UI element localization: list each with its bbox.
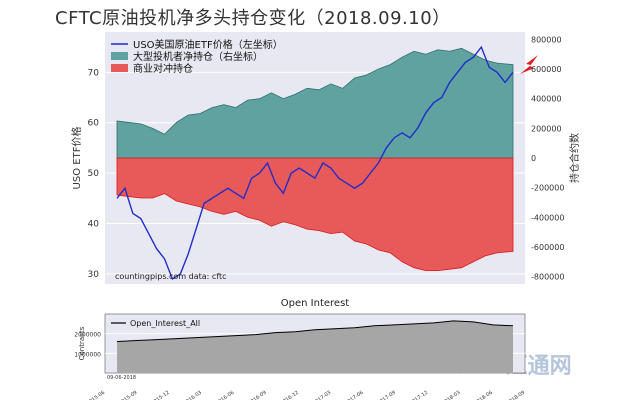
oi-xtick-label: 2016-06: [215, 390, 236, 400]
right-tick-label: -800000: [531, 273, 564, 282]
right-tick-label: 400000: [531, 95, 562, 104]
legend-label-commercial: 商业对冲持仓: [133, 62, 193, 75]
oi-xtick-label: 2016-03: [183, 390, 204, 400]
oi-xtick-label: 2017-06: [344, 390, 365, 400]
legend-swatch-commercial: [111, 64, 128, 72]
oi-area: [117, 320, 513, 373]
oi-xtick-label: 2016-09: [247, 390, 268, 400]
legend-label-speculator: 大型投机者净持仓（右坐标）: [133, 50, 263, 63]
right-tick-label: 600000: [531, 65, 562, 74]
right-tick-label: 200000: [531, 124, 562, 133]
oi-xtick-label: 2017-09: [376, 390, 397, 400]
oi-date-annotation: 09-06-2018: [107, 375, 136, 381]
uso-price-line: [116, 45, 514, 281]
legend-swatch-speculator: [111, 52, 128, 60]
right-tick-label: -200000: [531, 184, 564, 193]
left-tick-label: 60: [88, 119, 100, 129]
left-tick-label: 50: [88, 169, 100, 179]
legend-label-uso: USO美国原油ETF价格（左坐标）: [133, 38, 283, 51]
left-tick-label: 70: [88, 68, 100, 78]
oi-xtick-label: 2018-06: [473, 390, 494, 400]
oi-legend-label: Open_Interest_All: [130, 319, 200, 328]
oi-chart-title: Open Interest: [281, 298, 350, 309]
right-tick-label: -400000: [531, 213, 564, 222]
left-axis-label: USO ETF价格: [70, 127, 83, 190]
page-title: CFTC原油投机净多头持仓变化（2018.09.10）: [55, 8, 451, 29]
oi-xtick-label: 2015-12: [150, 390, 171, 400]
oi-axis-label: Contracts: [78, 326, 86, 360]
oi-tick-label: 2000000: [74, 332, 101, 339]
oi-xtick-label: 2015-06: [86, 390, 107, 400]
arrow-icon: [520, 55, 538, 74]
source-annotation: countingpips.com data: cftc: [115, 272, 227, 281]
oi-line: [116, 320, 514, 343]
left-tick-label: 30: [88, 270, 100, 280]
left-tick-label: 40: [88, 220, 100, 230]
oi-xtick-label: 2017-12: [409, 390, 430, 400]
oi-xtick-label: 2016-12: [279, 390, 300, 400]
speculator-net-area: [116, 47, 514, 159]
oi-xtick-label: 2018-09: [506, 390, 527, 400]
oi-xtick-label: 2015-09: [118, 390, 139, 400]
oi-tick-label: 1000000: [74, 351, 101, 358]
oi-xtick-label: 2018-03: [441, 390, 462, 400]
right-axis-label: 持仓合约数: [568, 133, 581, 183]
right-tick-label: -600000: [531, 243, 564, 252]
oi-xtick-label: 2017-03: [312, 390, 333, 400]
right-tick-label: 800000: [531, 35, 562, 44]
right-tick-label: 0: [531, 154, 536, 163]
commercial-hedge-area: [116, 157, 514, 272]
